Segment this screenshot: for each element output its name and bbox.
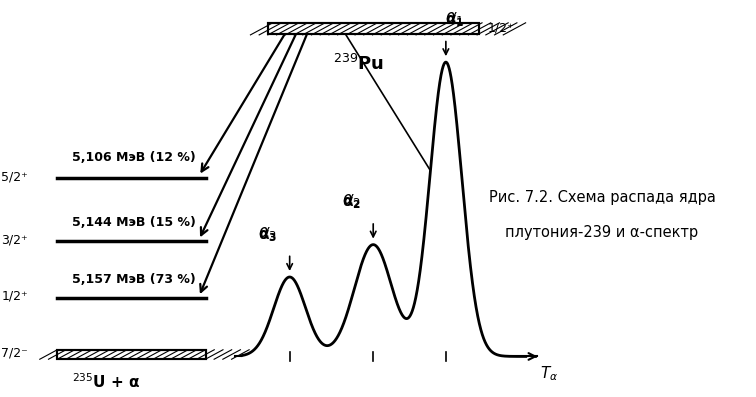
Bar — [57, 350, 206, 359]
Text: $\alpha_{3}$: $\alpha_{3}$ — [258, 224, 277, 242]
Text: 5/2⁺: 5/2⁺ — [2, 170, 28, 183]
Text: плутония-239 и α-спектр: плутония-239 и α-спектр — [506, 225, 699, 240]
Text: 1/2⁺: 1/2⁺ — [488, 21, 514, 34]
Text: $\alpha_{1}$: $\alpha_{1}$ — [445, 9, 464, 27]
Text: 5,157 МэВ (73 %): 5,157 МэВ (73 %) — [72, 273, 195, 286]
Bar — [57, 350, 206, 359]
Text: 7/2⁻: 7/2⁻ — [2, 347, 28, 360]
Text: $T_\alpha$: $T_\alpha$ — [541, 364, 559, 383]
Text: 1/2⁺: 1/2⁺ — [2, 290, 28, 303]
Bar — [268, 23, 479, 35]
Text: $\mathbf{α_{2}}$: $\mathbf{α_{2}}$ — [342, 196, 361, 211]
Text: 3/2⁺: 3/2⁺ — [2, 233, 28, 246]
Text: 5,144 МэВ (15 %): 5,144 МэВ (15 %) — [72, 216, 195, 229]
Text: $\mathbf{α_{3}}$: $\mathbf{α_{3}}$ — [259, 228, 277, 244]
Text: $\alpha_{2}$: $\alpha_{2}$ — [342, 191, 361, 209]
Text: Рис. 7.2. Схема распада ядра: Рис. 7.2. Схема распада ядра — [488, 190, 715, 205]
Text: $\mathbf{α_{1}}$: $\mathbf{α_{1}}$ — [445, 13, 464, 29]
Text: $^{239}$Pu: $^{239}$Pu — [333, 54, 384, 75]
Text: $^{235}$U + α: $^{235}$U + α — [72, 372, 141, 391]
Text: 5,106 МэВ (12 %): 5,106 МэВ (12 %) — [72, 151, 195, 164]
Bar — [268, 23, 479, 35]
